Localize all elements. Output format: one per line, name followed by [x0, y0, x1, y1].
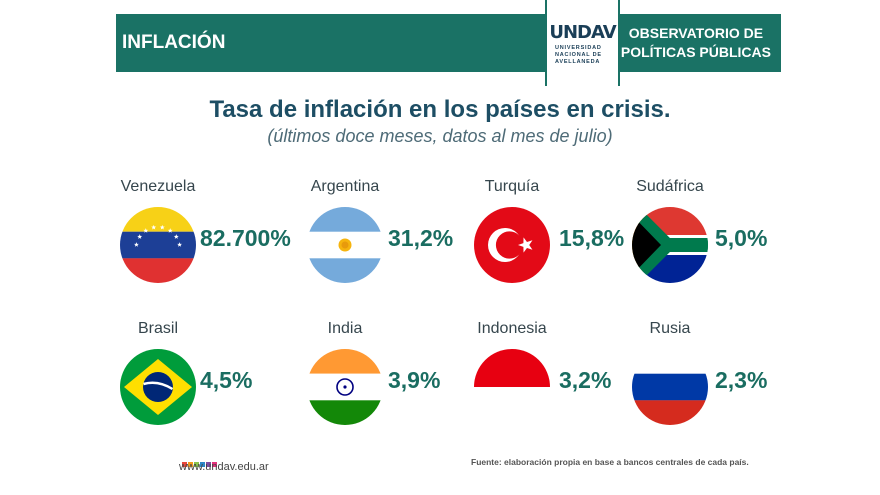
- country-name: Rusia: [649, 320, 691, 337]
- undav-logo: UNDAV UNIVERSIDAD NACIONAL DE AVELLANEDA: [545, 0, 620, 86]
- section-title: INFLACIÓN: [122, 32, 226, 53]
- inflation-value: 5,0%: [715, 225, 768, 251]
- country-tile: Argentina 31,2%: [305, 178, 505, 298]
- inflation-value: 2,3%: [715, 367, 768, 393]
- observatory-line-2: POLÍTICAS PÚBLICAS: [620, 44, 771, 60]
- brand-dot: [206, 462, 211, 467]
- country-tile: Indonesia 3,2%: [472, 320, 672, 440]
- country-tile: India 3,9%: [305, 320, 505, 440]
- inflation-value: 3,2%: [559, 367, 612, 393]
- chart-title: Tasa de inflación en los países en crisi…: [209, 96, 671, 123]
- brand-dot: [182, 462, 187, 467]
- brazil-flag-icon: [120, 349, 196, 425]
- country-name: Indonesia: [477, 320, 547, 337]
- country-name: India: [327, 320, 363, 337]
- observatory-label: OBSERVATORIO DE POLÍTICAS PÚBLICAS: [621, 24, 771, 62]
- country-tile: Brasil 4,5%: [118, 320, 318, 440]
- brand-dot: [200, 462, 205, 467]
- country-name: Turquía: [484, 178, 540, 195]
- brand-dots: [182, 454, 218, 472]
- header-bar: INFLACIÓN UNDAV UNIVERSIDAD NACIONAL DE …: [116, 0, 781, 86]
- india-flag-icon: [307, 349, 383, 425]
- inflation-value: 31,2%: [388, 225, 454, 251]
- country-tile: Turquía 15,8%: [472, 178, 672, 298]
- brand-dot: [188, 462, 193, 467]
- website-link[interactable]: www.undav.edu.ar: [179, 461, 269, 473]
- brand-dot: [212, 462, 217, 467]
- chart-subtitle: (últimos doce meses, datos al mes de jul…: [267, 126, 613, 146]
- brand-dot: [194, 462, 199, 467]
- observatory-line-1: OBSERVATORIO DE: [628, 25, 764, 41]
- russia-flag-icon: [632, 349, 708, 425]
- country-name: Brasil: [137, 320, 178, 337]
- inflation-value: 15,8%: [559, 225, 625, 251]
- south-africa-flag-icon: [632, 207, 708, 283]
- inflation-value: 4,5%: [200, 367, 253, 393]
- logo-text: UNDAV: [549, 22, 616, 43]
- venezuela-flag-icon: [120, 207, 196, 283]
- indonesia-flag-icon: [474, 349, 550, 425]
- logo-subtext: UNIVERSIDAD NACIONAL DE AVELLANEDA: [555, 45, 602, 65]
- country-tile: Rusia 2,3%: [630, 320, 830, 440]
- argentina-flag-icon: [307, 207, 383, 283]
- source-note: Fuente: elaboración propia en base a ban…: [471, 457, 749, 467]
- country-name: Venezuela: [120, 178, 196, 195]
- country-tile: Sudáfrica 5,0%: [630, 178, 830, 298]
- inflation-value: 82.700%: [200, 225, 291, 251]
- country-tile: Venezuela 82.700%: [118, 178, 318, 298]
- country-name: Sudáfrica: [636, 178, 704, 195]
- turkey-flag-icon: [474, 207, 550, 283]
- country-name: Argentina: [310, 178, 380, 195]
- inflation-value: 3,9%: [388, 367, 441, 393]
